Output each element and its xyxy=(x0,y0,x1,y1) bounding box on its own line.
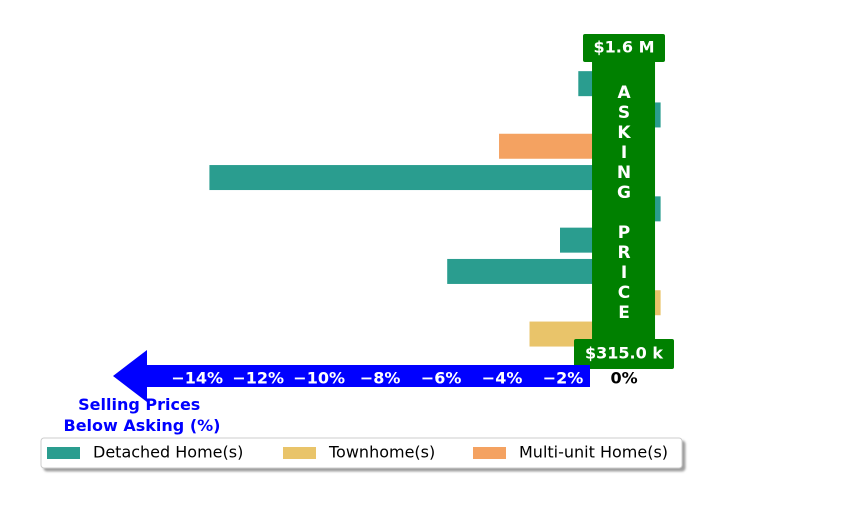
bottom-label-box xyxy=(574,339,674,369)
x-axis-label: Selling Prices Below Asking (%) xyxy=(64,395,221,435)
top-label-box xyxy=(583,34,665,62)
x-tick-label: −4% xyxy=(482,369,523,388)
top-label: $1.6 M xyxy=(594,38,655,57)
x-tick-label: 0% xyxy=(610,369,637,388)
x-tick-label: −8% xyxy=(360,369,401,388)
x-tick-label: −6% xyxy=(421,369,462,388)
asking-band xyxy=(592,62,656,345)
legend-label: Detached Home(s) xyxy=(93,443,243,462)
legend-swatch xyxy=(283,447,316,459)
x-tick-label: −2% xyxy=(543,369,584,388)
legend-box xyxy=(40,437,683,469)
arrow xyxy=(113,350,590,402)
x-tick-label: −14% xyxy=(171,369,223,388)
legend-swatch xyxy=(47,447,80,459)
x-tick-label: −10% xyxy=(293,369,345,388)
legend-swatch xyxy=(473,447,506,459)
legend-label: Multi-unit Home(s) xyxy=(519,443,668,462)
bottom-label: $315.0 k xyxy=(585,344,663,363)
legend-label: Townhome(s) xyxy=(328,443,435,462)
x-tick-label: −12% xyxy=(232,369,284,388)
bar xyxy=(209,165,625,191)
